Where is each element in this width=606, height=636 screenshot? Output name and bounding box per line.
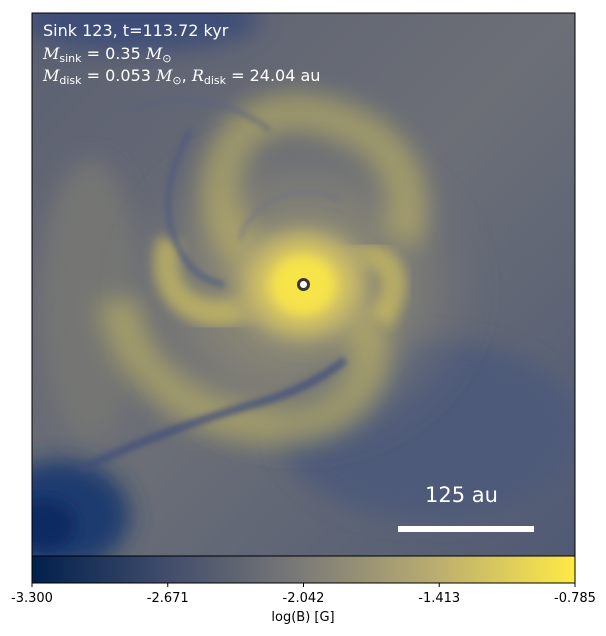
sink-mass-subscript: sink [59,52,82,65]
disk-mass-unit-subscript: ⊙ [172,74,182,87]
disk-mass-subscript: disk [59,74,82,87]
colorbar-tick-label: -2.042 [282,591,325,606]
colorbar-tick-label: -0.785 [554,591,596,606]
colorbar-axis-label: log(B) [G] [271,610,335,625]
disk-radius-symbol: R [191,66,204,85]
disk-mass-unit: M [156,66,173,85]
sink-mass-unit: M [145,44,163,63]
colorbar-ticks [31,583,576,587]
sink-marker [297,278,310,291]
field-map [32,13,575,556]
disk-mass-symbol: M [43,66,60,85]
colorbar-tick-label: -2.671 [146,591,189,606]
disk-mass-value: = 0.053 [86,66,151,85]
colorbar-tick-label: -3.300 [11,591,53,606]
colorbar-tick-label: -1.413 [418,591,461,606]
disk-radius-subscript: disk [203,74,226,87]
scale-bar [398,526,534,532]
sink-mass: Msink = 0.35 M⊙ [43,43,171,69]
disk-radius-value: = 24.04 au [231,66,321,85]
scale-bar-label: 125 au [425,483,498,507]
disk-separator: , [181,66,187,85]
colorbar-bar [32,556,575,583]
sink-mass-unit-subscript: ⊙ [162,52,172,65]
sink-title: Sink 123, t=113.72 kyr [43,21,229,40]
sink-mass-symbol: M [43,44,60,63]
disk-properties: Mdisk = 0.053 M⊙, Rdisk = 24.04 au [43,65,320,91]
colorbar [31,555,576,587]
sink-mass-value: = 0.35 [86,44,141,63]
